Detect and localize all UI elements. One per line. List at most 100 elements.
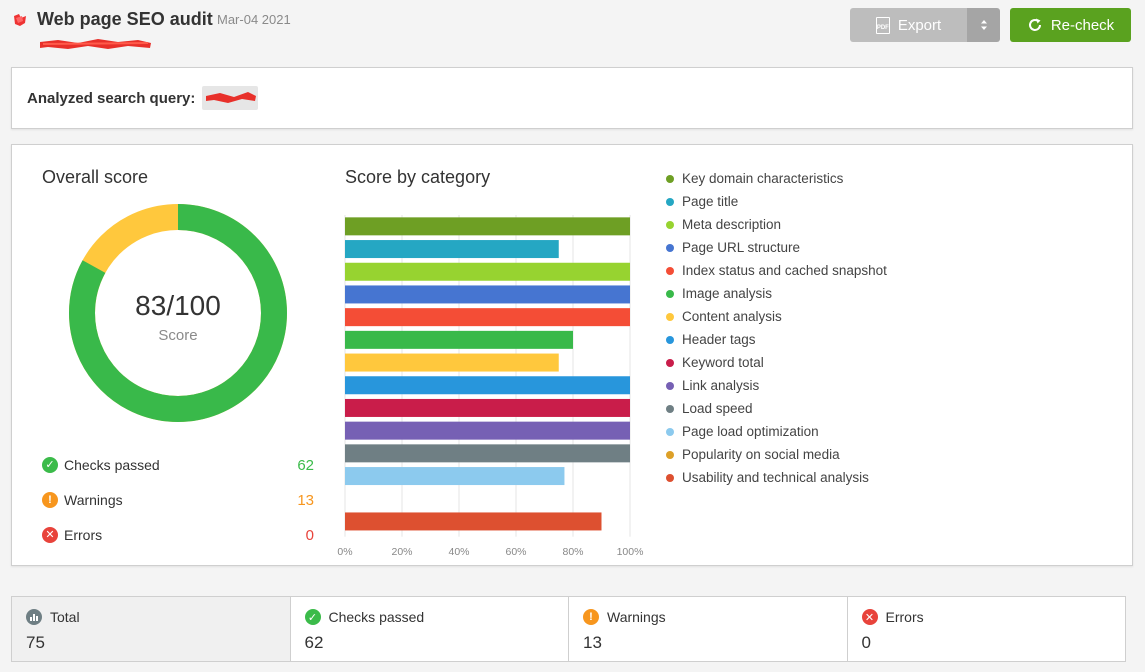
- query-label: Analyzed search query:: [27, 90, 196, 107]
- stat-label: Errors: [64, 527, 103, 543]
- legend-label: Load speed: [682, 401, 753, 416]
- summary-warnings[interactable]: ! Warnings 13: [569, 597, 848, 661]
- export-dropdown-toggle[interactable]: [967, 8, 1000, 42]
- bar-page-title[interactable]: [345, 240, 559, 259]
- legend-item[interactable]: Page URL structure: [666, 236, 887, 259]
- category-legend: Key domain characteristics Page title Meta…: [666, 167, 887, 489]
- legend-label: Key domain characteristics: [682, 171, 844, 186]
- summary-total[interactable]: Total 75: [12, 597, 291, 661]
- warning-circle-icon: !: [42, 492, 58, 508]
- bar-page-url-structure[interactable]: [345, 285, 630, 304]
- summary-value: 13: [583, 633, 602, 652]
- legend-dot-icon: [666, 473, 674, 482]
- legend-item[interactable]: Load speed: [666, 397, 887, 420]
- redacted-url: [40, 39, 151, 49]
- stat-warnings: ! Warnings 13: [42, 490, 314, 510]
- summary-label: Total: [50, 609, 80, 625]
- legend-item[interactable]: Header tags: [666, 328, 887, 351]
- stat-errors: ✕ Errors 0: [42, 525, 314, 545]
- legend-label: Keyword total: [682, 355, 764, 370]
- bar-load-speed[interactable]: [345, 444, 630, 463]
- overall-score-donut: [69, 204, 287, 422]
- bar-keyword-total[interactable]: [345, 398, 630, 417]
- summary-label: Checks passed: [328, 609, 425, 625]
- legend-item[interactable]: Page load optimization: [666, 420, 887, 443]
- legend-dot-icon: [666, 289, 674, 298]
- error-circle-icon: ✕: [861, 609, 878, 625]
- legend-dot-icon: [666, 381, 674, 390]
- redaction-scribble: [206, 92, 256, 103]
- legend-label: Page load optimization: [682, 424, 819, 439]
- summary-value: 0: [861, 633, 871, 652]
- caret-up-down-icon: [980, 20, 987, 30]
- score-label: Score: [158, 327, 198, 344]
- legend-item[interactable]: Page title: [666, 190, 887, 213]
- bar-index-status-and-cached-snapshot[interactable]: [345, 308, 630, 327]
- category-heading: Score by category: [345, 167, 491, 187]
- legend-label: Index status and cached snapshot: [682, 263, 887, 278]
- audit-date: Mar-04 2021: [217, 12, 291, 27]
- legend-item[interactable]: Image analysis: [666, 282, 887, 305]
- site-favicon-icon: [14, 14, 26, 26]
- legend-item[interactable]: Index status and cached snapshot: [666, 259, 887, 282]
- legend-dot-icon: [666, 404, 674, 413]
- stat-value: 13: [297, 491, 314, 509]
- legend-dot-icon: [666, 335, 674, 344]
- category-bar-chart: 0% 20% 40% 60% 80% 100%: [337, 215, 643, 558]
- stat-value: 62: [297, 456, 314, 474]
- legend-item[interactable]: Content analysis: [666, 305, 887, 328]
- legend-label: Popularity on social media: [682, 447, 840, 462]
- donut-score-arc: [69, 204, 287, 422]
- summary-errors[interactable]: ✕ Errors 0: [848, 597, 1126, 661]
- stat-value: 0: [305, 526, 314, 544]
- bar-key-domain-characteristics[interactable]: [345, 217, 630, 236]
- score-panel: Overall score 83/100 Score ✓ Checks pass…: [11, 144, 1133, 566]
- legend-item[interactable]: Meta description: [666, 213, 887, 236]
- legend-item[interactable]: Popularity on social media: [666, 443, 887, 466]
- legend-dot-icon: [666, 450, 674, 459]
- bar-link-analysis[interactable]: [345, 421, 630, 440]
- summary-label: Errors: [885, 609, 924, 625]
- summary-checks-passed[interactable]: ✓ Checks passed 62: [291, 597, 569, 661]
- legend-item[interactable]: Keyword total: [666, 351, 887, 374]
- legend-item[interactable]: Link analysis: [666, 374, 887, 397]
- x-tick-label: 60%: [505, 546, 526, 558]
- legend-item[interactable]: Usability and technical analysis: [666, 466, 887, 489]
- query-value-redacted: [202, 86, 258, 110]
- legend-label: Usability and technical analysis: [682, 470, 869, 485]
- summary-value: 62: [304, 633, 324, 652]
- bar-page-load-optimization[interactable]: [345, 467, 565, 486]
- overall-score-heading: Overall score: [42, 167, 149, 187]
- score-value: 83/100: [135, 290, 221, 321]
- legend-item[interactable]: Key domain characteristics: [666, 167, 887, 190]
- legend-label: Image analysis: [682, 286, 773, 301]
- bar-chart-icon: [26, 609, 42, 625]
- legend-dot-icon: [666, 266, 674, 275]
- page-title: Web page SEO audit: [37, 9, 213, 29]
- bar-content-analysis[interactable]: [345, 353, 559, 372]
- recheck-button[interactable]: Re-check: [1010, 8, 1131, 42]
- export-button[interactable]: PDF Export: [850, 8, 967, 42]
- legend-dot-icon: [666, 243, 674, 252]
- summary-value: 75: [26, 633, 45, 652]
- pdf-icon: PDF: [875, 16, 890, 34]
- recheck-label: Re-check: [1050, 16, 1115, 34]
- bar-header-tags[interactable]: [345, 376, 630, 395]
- legend-dot-icon: [666, 197, 674, 206]
- legend-dot-icon: [666, 220, 674, 229]
- error-circle-icon: ✕: [42, 527, 58, 543]
- summary-bar: Total 75 ✓ Checks passed 62 ! Warnings 1…: [11, 596, 1126, 662]
- legend-label: Page URL structure: [682, 240, 801, 255]
- legend-label: Content analysis: [682, 309, 782, 324]
- legend-dot-icon: [666, 174, 674, 183]
- stat-checks-passed: ✓ Checks passed 62: [42, 455, 314, 475]
- legend-dot-icon: [666, 358, 674, 367]
- legend-label: Meta description: [682, 217, 782, 232]
- bar-usability-and-technical-analysis[interactable]: [345, 512, 602, 531]
- x-tick-label: 100%: [617, 546, 644, 558]
- check-circle-icon: ✓: [304, 609, 321, 625]
- bar-meta-description[interactable]: [345, 262, 630, 281]
- warning-circle-icon: !: [583, 609, 599, 625]
- bar-image-analysis[interactable]: [345, 330, 573, 349]
- legend-label: Header tags: [682, 332, 756, 347]
